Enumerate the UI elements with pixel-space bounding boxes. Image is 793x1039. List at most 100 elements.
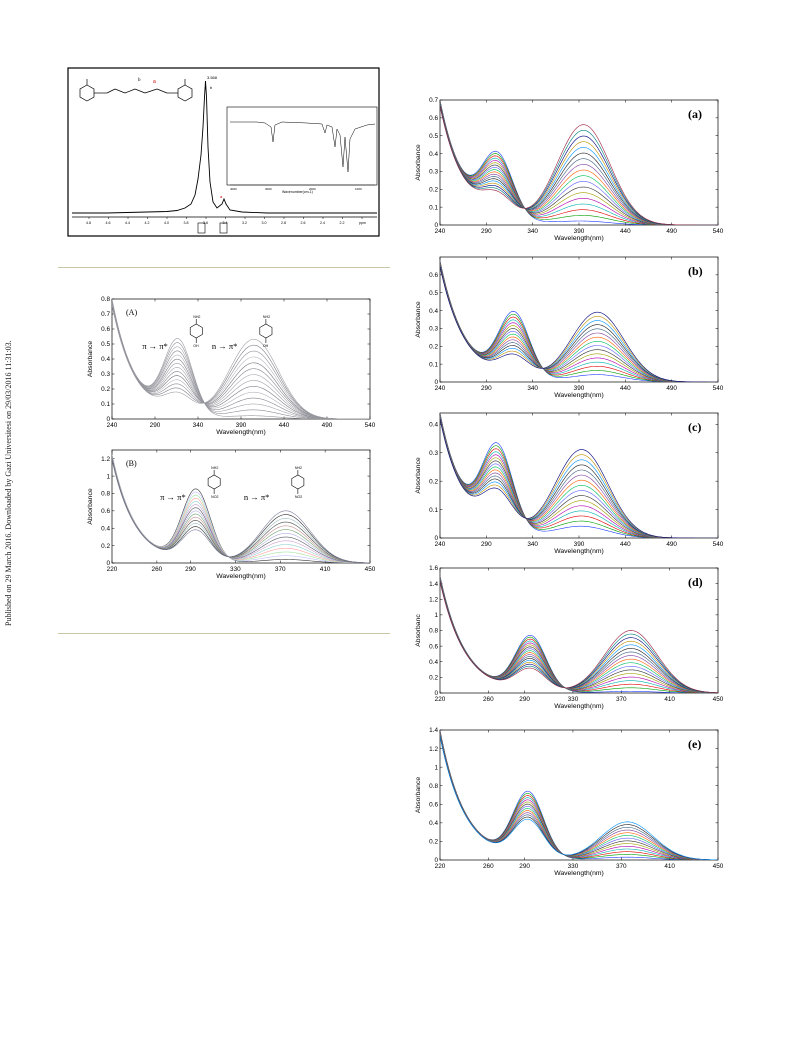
spectrum-line xyxy=(440,100,718,225)
x-tick-label: 290 xyxy=(185,566,196,573)
spectrum-line xyxy=(112,458,370,563)
x-tick-label: 490 xyxy=(322,422,333,429)
spectrum-line xyxy=(112,302,370,419)
peak-label-b: b xyxy=(210,85,213,90)
spectrum-line xyxy=(440,102,718,225)
spectrum-line xyxy=(440,261,718,382)
y-tick-label: 0.2 xyxy=(429,478,438,485)
x-tick-label: 410 xyxy=(664,863,675,870)
y-tick-label: 0.3 xyxy=(429,450,438,457)
spectrum-line xyxy=(440,265,718,382)
nmr-tick-label: 2.8 xyxy=(281,221,286,225)
x-tick-label: 440 xyxy=(279,422,290,429)
y-tick-label: 0 xyxy=(434,535,438,542)
x-axis-label: Wavelength(nm) xyxy=(554,392,604,399)
spectrum-line xyxy=(440,576,718,693)
x-tick-label: 340 xyxy=(527,385,538,392)
spectrum-line xyxy=(440,263,718,382)
spectrum-line xyxy=(440,102,718,225)
y-tick-label: 1.6 xyxy=(429,565,438,572)
y-axis-label: Absorbanc xyxy=(415,614,422,647)
benzene-ring-icon: NH2 OH xyxy=(259,315,273,348)
x-tick-label: 260 xyxy=(152,566,163,573)
molecule-label-a: a xyxy=(153,79,156,85)
nmr-tick-label: 4.4 xyxy=(125,221,130,225)
chart-B: 220 260 290 330 370 410 450 0 0.2 0.4 0.6 0.8 1 1.2 Wa… xyxy=(87,449,376,580)
spectrum-line xyxy=(440,733,718,860)
y-tick-label: 0.4 xyxy=(101,525,110,532)
spectrum-line xyxy=(440,417,718,538)
y-tick-label: 0.2 xyxy=(429,839,438,846)
y-axis-label: Absorbance xyxy=(87,488,94,524)
y-tick-label: 0 xyxy=(106,560,110,567)
nmr-spectrum-figure: b a 3.568 b a 4.8 4.6 4.4 4.2 4.0 3.8 3.6 3.4 3.… xyxy=(67,67,380,237)
y-tick-label: 0.1 xyxy=(429,204,438,211)
integral-box-1 xyxy=(197,222,206,234)
spectrum-line xyxy=(440,100,718,225)
x-tick-label: 340 xyxy=(527,228,538,235)
spectrum-line xyxy=(440,106,718,225)
substituent-bottom: NO2 xyxy=(295,495,302,499)
y-tick-label: 0.6 xyxy=(101,508,110,515)
x-tick-label: 540 xyxy=(365,422,376,429)
spectrum-line xyxy=(112,301,370,419)
spectrum-line xyxy=(440,577,718,693)
panel-label: (b) xyxy=(688,264,703,278)
y-tick-label: 0.7 xyxy=(429,97,438,104)
spectrum-line xyxy=(440,578,718,693)
nmr-tick-label: 2.6 xyxy=(301,221,306,225)
x-tick-label: 340 xyxy=(193,422,204,429)
y-tick-label: 1.2 xyxy=(429,596,438,603)
spectrum-line xyxy=(112,454,370,563)
spectrum-line xyxy=(440,100,718,225)
benzene-ring-icon: NH2 NO2 xyxy=(291,466,305,499)
y-tick-label: 0.4 xyxy=(101,356,110,363)
y-tick-label: 0.2 xyxy=(429,186,438,193)
spectrum-line xyxy=(440,731,718,860)
spectrum-line xyxy=(440,418,718,538)
spectrum-line xyxy=(112,459,370,563)
spectrum-line xyxy=(440,732,718,860)
plot-frame xyxy=(439,99,719,226)
y-axis-label: Absorbance xyxy=(415,144,422,180)
x-tick-label: 220 xyxy=(435,696,446,703)
panel-label: (a) xyxy=(688,107,702,121)
molecule-label-b: b xyxy=(138,78,141,83)
chart-c: 240 290 340 390 440 490 540 0 0.1 0.2 0.3 0.4 Wavele… xyxy=(415,412,724,555)
spectrum-line xyxy=(112,454,370,563)
y-axis-label: Absorbance xyxy=(87,341,94,377)
triazine-molecule-structure xyxy=(79,79,193,102)
x-tick-label: 290 xyxy=(481,541,492,548)
x-tick-label: 260 xyxy=(483,696,494,703)
spectrum-line xyxy=(440,579,718,693)
spectrum-line xyxy=(440,577,718,693)
spectrum-line xyxy=(112,459,370,563)
y-tick-label: 0.1 xyxy=(101,401,110,408)
spectrum-line xyxy=(440,576,718,693)
panel-label: (A) xyxy=(126,308,137,317)
series-group xyxy=(440,413,718,538)
ir-tick-2000: 2000 xyxy=(309,187,316,191)
chart-d: 220 260 290 330 370 410 450 0 0.2 0.4 0.6 0.8 1 1.2 1.… xyxy=(415,565,724,710)
x-tick-label: 540 xyxy=(713,541,724,548)
spectrum-line xyxy=(112,455,370,563)
spectrum-line xyxy=(440,580,718,693)
x-tick-label: 440 xyxy=(620,228,631,235)
series-group xyxy=(440,100,718,225)
y-tick-label: 1.4 xyxy=(429,727,438,734)
x-tick-label: 240 xyxy=(435,385,446,392)
y-tick-label: 0.5 xyxy=(101,341,110,348)
spectrum-line xyxy=(440,734,718,860)
spectrum-line xyxy=(440,730,718,860)
spectrum-line xyxy=(440,264,718,382)
panel-label: (B) xyxy=(126,459,137,468)
y-tick-label: 0.6 xyxy=(101,326,110,333)
spectrum-line xyxy=(440,101,718,225)
y-tick-label: 0.2 xyxy=(429,343,438,350)
y-tick-label: 0.4 xyxy=(429,151,438,158)
x-tick-label: 240 xyxy=(435,541,446,548)
spectrum-line xyxy=(440,103,718,225)
spectrum-line xyxy=(440,576,718,693)
x-tick-label: 330 xyxy=(230,566,241,573)
peak-label-3568: 3.568 xyxy=(207,75,218,80)
